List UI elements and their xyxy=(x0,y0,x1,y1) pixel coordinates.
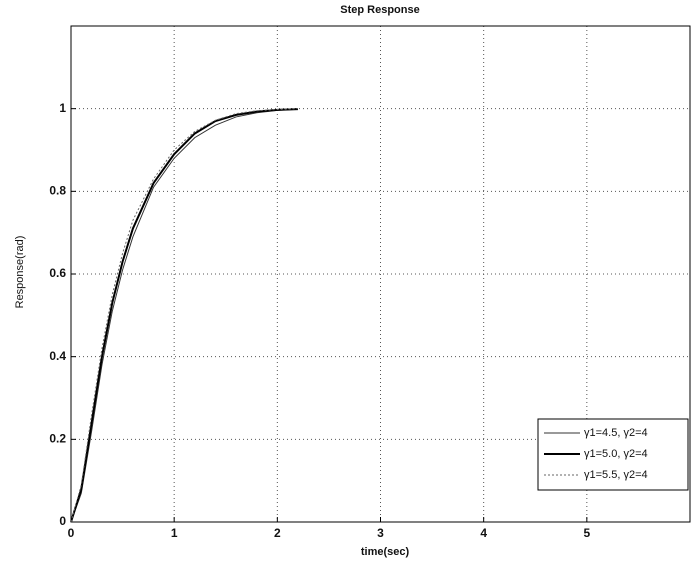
y-axis-label: Response(rad) xyxy=(14,236,26,309)
series-line xyxy=(71,109,298,522)
series-line xyxy=(71,109,298,522)
legend-label: γ1=4.5, γ2=4 xyxy=(584,427,648,439)
y-tick-label: 1 xyxy=(59,101,66,115)
y-tick-label: 0.8 xyxy=(49,184,66,198)
chart: Step Response time(sec) Response(rad) 0 1… xyxy=(0,0,692,564)
legend-label: γ1=5.0, γ2=4 xyxy=(584,448,648,460)
series-line xyxy=(71,109,298,522)
x-tick-label: 0 xyxy=(68,526,75,540)
legend-label: γ1=5.5, γ2=4 xyxy=(584,469,648,481)
x-tick-label: 5 xyxy=(583,526,590,540)
y-tick-label: 0.6 xyxy=(49,266,66,280)
chart-title: Step Response xyxy=(340,4,419,16)
x-axis-label: time(sec) xyxy=(361,546,410,558)
x-tick-label: 4 xyxy=(480,526,487,540)
y-tick-label: 0 xyxy=(59,514,66,528)
x-tick-label: 3 xyxy=(377,526,384,540)
y-tick-label: 0.2 xyxy=(49,432,66,446)
y-tick-label: 0.4 xyxy=(49,349,66,363)
x-tick-label: 1 xyxy=(171,526,178,540)
x-tick-label: 2 xyxy=(274,526,281,540)
